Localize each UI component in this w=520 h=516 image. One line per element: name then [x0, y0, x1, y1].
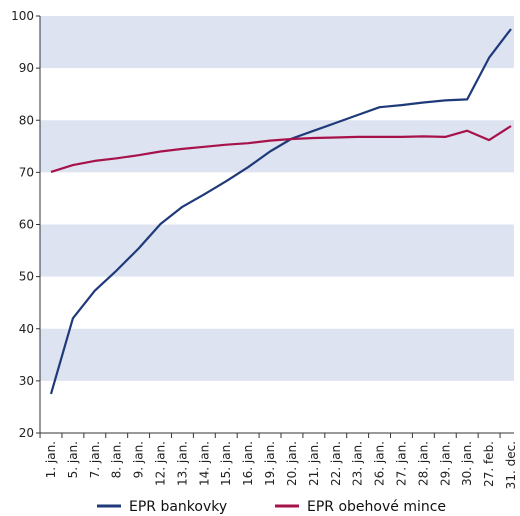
x-tick-label: 31. dec. [504, 441, 518, 489]
y-tick-label-40: 40 [19, 322, 34, 336]
x-tick-label: 21. jan. [307, 441, 321, 486]
x-tick-label: 30. jan. [460, 441, 474, 486]
y-tick-label-100: 100 [11, 9, 34, 23]
x-tick-label: 9. jan. [132, 441, 146, 478]
series-line-0 [49, 28, 512, 395]
x-tick-label: 15. jan. [219, 441, 233, 486]
y-axis-tick-labels: 20 30 40 50 60 70 80 90 100 [11, 9, 34, 440]
x-tick-label: 28. jan. [416, 441, 430, 486]
x-tick-label: 7. jan. [88, 441, 102, 478]
axes [36, 15, 514, 438]
grid-bands [40, 16, 514, 381]
series-line-1 [50, 125, 512, 173]
x-tick-label: 26. jan. [373, 441, 387, 486]
grid-band-30-40 [40, 328, 514, 381]
x-tick-label: 19. jan. [263, 441, 277, 486]
x-tick-label: 16. jan. [241, 441, 255, 486]
x-tick-label: 13. jan. [175, 441, 189, 486]
y-tick-label-60: 60 [19, 218, 34, 232]
y-tick-label-90: 90 [19, 61, 34, 75]
series-lines [49, 28, 512, 395]
x-tick-label: 27. feb. [482, 441, 496, 487]
x-tick-label: 12. jan. [154, 441, 168, 486]
x-tick-label: 1. jan. [44, 441, 58, 478]
x-tick-label: 22. jan. [329, 441, 343, 486]
x-tick-label: 8. jan. [110, 441, 124, 478]
y-tick-label-20: 20 [19, 426, 34, 440]
x-tick-label: 14. jan. [197, 441, 211, 486]
y-tick-label-80: 80 [19, 113, 34, 127]
y-tick-label-70: 70 [19, 165, 34, 179]
grid-band-50-60 [40, 224, 514, 277]
y-tick-label-50: 50 [19, 270, 34, 284]
x-axis-tick-labels: 1. jan. 5. jan. 7. jan. 8. jan. 9. jan. 12. j… [44, 441, 518, 489]
x-tick-label: 27. jan. [394, 441, 408, 486]
x-tick-label: 5. jan. [66, 441, 80, 478]
x-tick-label: 20. jan. [285, 441, 299, 486]
legend-label-mince: EPR obehové mince [307, 499, 446, 515]
x-tick-label: 23. jan. [351, 441, 365, 486]
legend: EPR bankovky EPR obehové mince [97, 499, 446, 515]
x-tick-label: 29. jan. [438, 441, 452, 486]
legend-label-bankovky: EPR bankovky [129, 499, 227, 515]
grid-band-90-100 [40, 16, 514, 69]
y-tick-label-30: 30 [19, 374, 34, 388]
